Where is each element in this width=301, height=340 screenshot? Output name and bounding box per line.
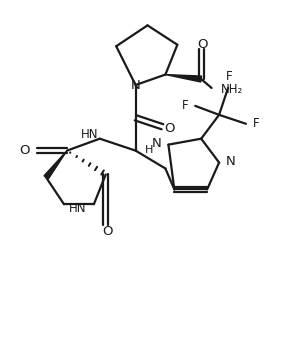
Polygon shape [166,74,202,82]
Text: H: H [144,145,153,155]
Text: F: F [226,70,233,83]
Text: O: O [19,144,30,157]
Text: N: N [131,79,141,91]
Text: F: F [253,117,259,130]
Text: NH₂: NH₂ [221,83,243,96]
Polygon shape [44,151,67,179]
Text: O: O [197,38,208,51]
Text: HN: HN [81,128,98,141]
Text: N: N [152,137,162,150]
Text: O: O [102,225,113,238]
Text: HN: HN [69,202,86,215]
Text: O: O [165,122,175,135]
Text: N: N [226,155,235,168]
Text: F: F [182,99,189,113]
